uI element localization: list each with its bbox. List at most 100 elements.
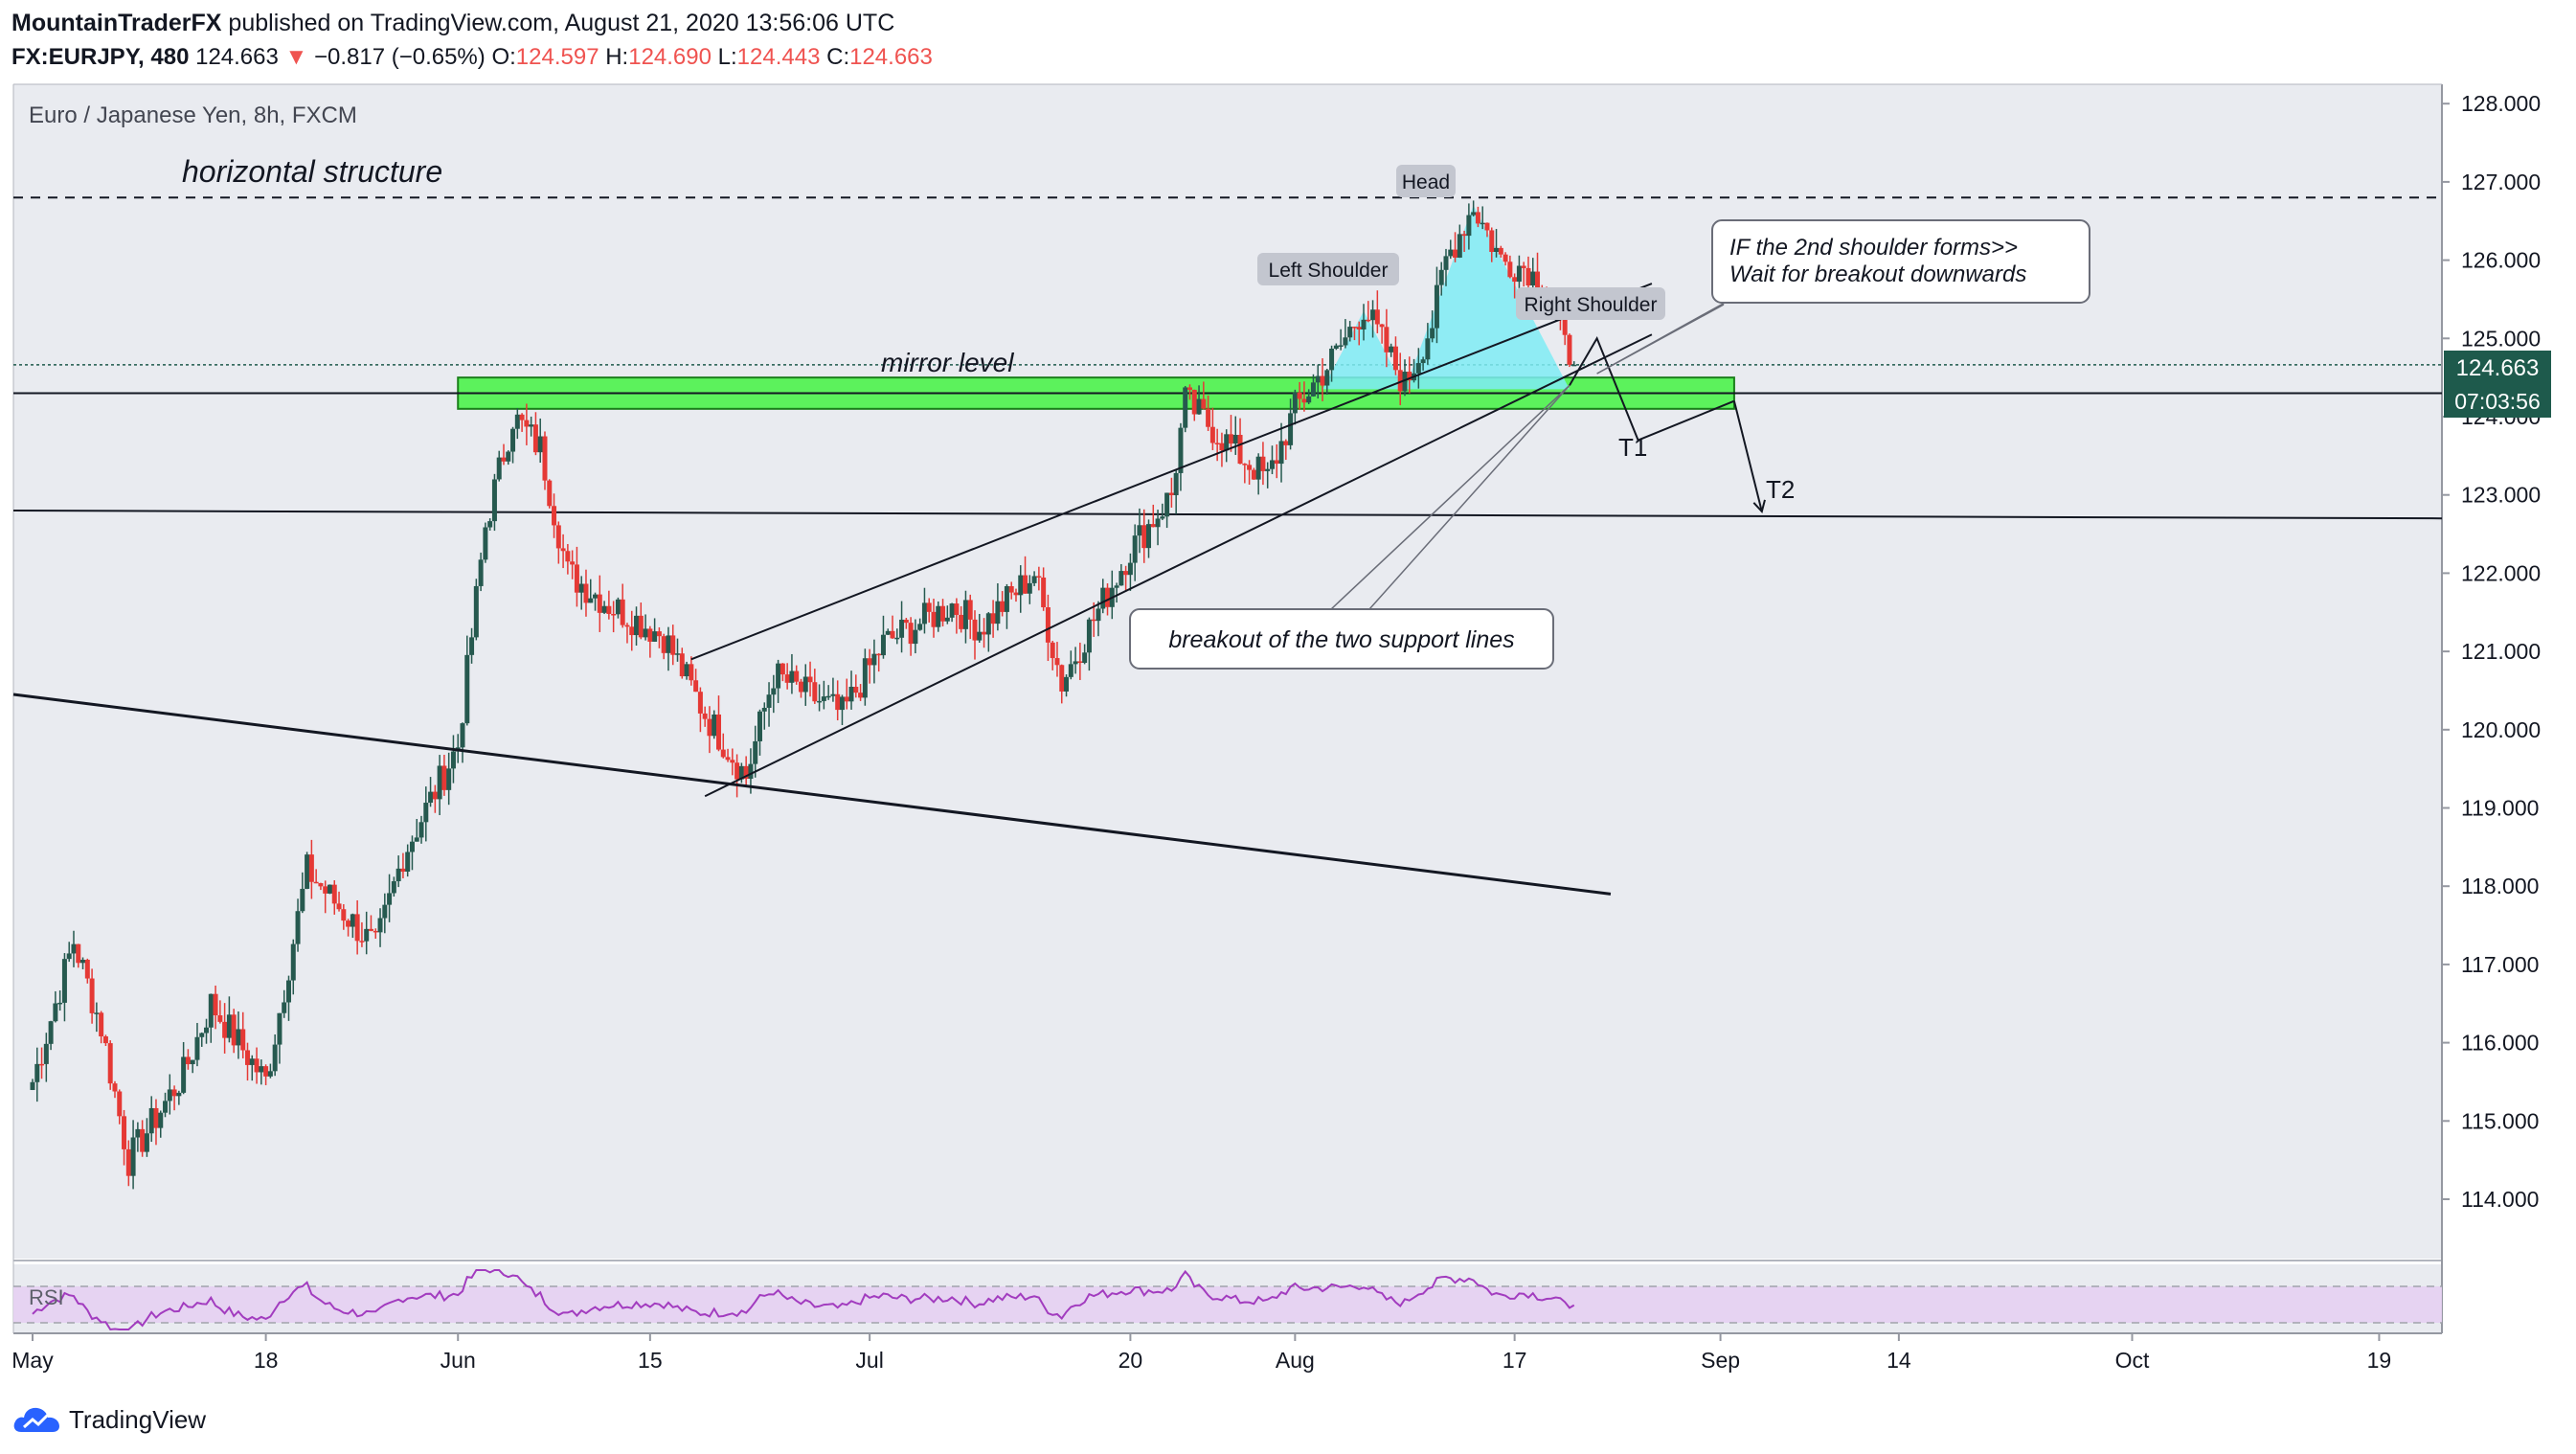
candle-body [478,559,484,586]
candle-body [1333,345,1339,350]
candle-body [712,714,717,737]
candle-body [652,631,658,642]
candle-body [208,993,214,1028]
candle-body [853,687,859,693]
y-tick-label: 123.000 [2461,483,2541,508]
y-tick-label: 126.000 [2461,248,2541,273]
candle-body [707,718,712,737]
time-axis[interactable]: May 18 Jun 15 Jul 20 Aug 17 Sep 14 Oct 19 [11,1333,2391,1373]
candle-body [437,765,442,800]
candle-body [377,918,383,933]
candle-body [771,688,777,695]
candle-body [336,903,342,910]
candle-body [1297,392,1302,399]
candle-body [1173,472,1179,495]
candle-body [821,696,826,701]
candle-body [1379,324,1385,328]
candles [30,200,1577,1190]
tradingview-logo-icon [13,1407,59,1432]
tradingview-brand[interactable]: TradingView [69,1404,207,1434]
callout-line2: Wait for breakout downwards [1729,261,2026,287]
candle-body [308,854,314,882]
candle-body [282,1002,287,1013]
candle-body [373,930,378,933]
chart-title: Euro / Japanese Yen, 8h, FXCM [29,102,357,128]
candle-body [629,626,635,636]
candle-body [496,457,502,480]
candle-body [1512,277,1518,283]
candle-body [1082,652,1088,664]
candle-body [959,614,964,629]
candle-body [802,676,808,693]
candle-body [231,1014,237,1046]
candle-body [249,1058,255,1065]
candle-body [1214,443,1220,444]
candle-body [514,414,520,429]
candle-body [1255,456,1261,480]
x-tick-label: Aug [1276,1348,1315,1373]
candle-body [117,1091,123,1117]
candle-body [368,928,373,931]
candle-body [1008,586,1014,593]
candle-body [66,953,72,960]
candle-body [364,928,370,942]
candle-body [565,551,571,562]
candle-body [780,663,785,675]
candle-body [1489,230,1495,253]
candle-body [615,599,621,615]
candle-body [1036,576,1042,578]
candle-body [1186,387,1192,390]
candle-body [1247,465,1253,470]
left-shoulder-label: Left Shoulder [1269,260,1389,282]
candle-body [848,687,854,702]
candle-body [574,564,579,593]
candle-body [1100,587,1106,609]
candle-body [290,943,296,981]
candle-body [1105,587,1111,607]
price-axis[interactable]: 114.000 115.000 116.000 117.000 118.000 119.0… [2442,91,2541,1212]
candle-body [982,631,987,635]
candle-body [1567,334,1572,365]
candle-body [464,654,470,724]
low-value: 124.443 [736,44,821,70]
y-tick-label: 116.000 [2461,1031,2539,1056]
last-price-badge-text: 124.663 [2456,355,2540,381]
candle-body [135,1128,141,1138]
candle-body [409,841,415,852]
head-shoulders-area [1322,205,1570,390]
candle-body [679,653,685,677]
candle-body [552,506,557,526]
head-label: Head [1402,171,1450,193]
candle-body [1228,434,1233,444]
candle-body [1201,398,1207,409]
upper-support-line [690,283,1653,661]
candle-body [1434,284,1439,329]
candle-body [469,637,475,655]
candle-body [1320,375,1325,386]
candle-body [1480,222,1485,225]
candle-body [1209,426,1215,443]
candle-body [1123,571,1129,576]
chart-header: MountainTraderFX published on TradingVie… [11,6,1352,75]
candle-body [931,611,937,627]
candle-body [313,881,319,884]
change-arrow: ▼ [284,44,308,70]
author-name[interactable]: MountainTraderFX [11,10,222,36]
publish-line: MountainTraderFX published on TradingVie… [11,6,1352,40]
x-tick-label: 20 [1119,1348,1143,1373]
rsi-line [32,1269,1575,1331]
candle-body [102,1035,108,1044]
candle-body [1301,398,1307,403]
tradingview-footer[interactable]: TradingView [11,1400,206,1439]
candle-body [1507,261,1513,278]
ohlc-line: FX:EURJPY, 480 124.663 ▼ −0.817 (−0.65%)… [11,40,1352,75]
candle-body [1155,518,1161,528]
y-tick-label: 121.000 [2461,639,2541,664]
candle-body [1160,516,1165,519]
target-t2-label: T2 [1766,475,1795,504]
candle-body [757,711,762,741]
candle-body [1448,249,1454,257]
candle-body [473,585,479,638]
candle-body [190,1059,195,1065]
